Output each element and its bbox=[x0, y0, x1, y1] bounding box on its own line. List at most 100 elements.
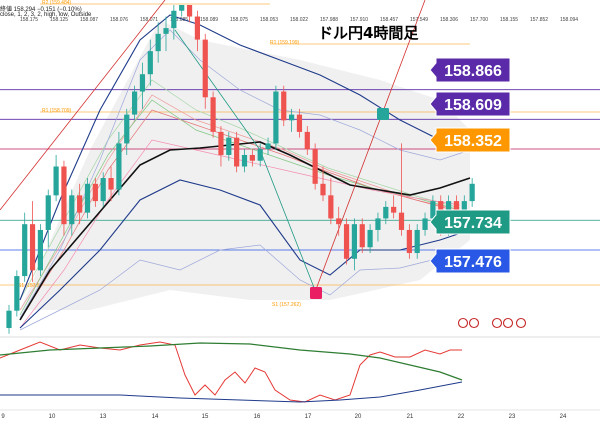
candle-body bbox=[351, 224, 357, 259]
pivot-s1-label: S1 (157.262) bbox=[272, 302, 301, 308]
candle-body bbox=[155, 33, 161, 52]
candle-body bbox=[430, 201, 436, 219]
price-tag-158866: 158.866 bbox=[429, 57, 511, 83]
x-axis-label-13: 13 bbox=[100, 414, 107, 420]
top-value-11: 157.910 bbox=[350, 17, 368, 23]
trendline-up-right bbox=[314, 0, 426, 293]
candle-body bbox=[218, 131, 224, 155]
price-tag-box bbox=[429, 209, 511, 235]
top-value-9: 158.022 bbox=[290, 17, 308, 23]
price-tag-157476: 157.476 bbox=[429, 248, 511, 274]
candle-body bbox=[249, 154, 255, 161]
price-tag-label: 158.609 bbox=[444, 97, 502, 114]
pivot-r1-label: R1 (158.709) bbox=[42, 108, 72, 114]
header-indicator-line: close, 1, 2, 3, 2, high, low, Outside bbox=[0, 12, 92, 18]
top-value-7: 158.075 bbox=[230, 17, 248, 23]
oscillator-red-line bbox=[0, 341, 462, 403]
candle-body bbox=[234, 137, 240, 167]
candle-body bbox=[132, 91, 138, 115]
candle-body bbox=[116, 143, 122, 190]
middle-moving-average-line bbox=[19, 141, 471, 321]
price-tag-box bbox=[429, 248, 511, 274]
moving-average-line-4 bbox=[19, 139, 461, 329]
candle-body bbox=[367, 229, 373, 248]
top-value-8: 158.053 bbox=[260, 17, 278, 23]
candle-body bbox=[45, 195, 51, 230]
candle-body bbox=[53, 166, 59, 196]
x-axis-label-9: 9 bbox=[1, 414, 5, 420]
candle-body bbox=[336, 218, 342, 225]
outer-lower-band-line bbox=[19, 244, 471, 331]
candle-body bbox=[296, 114, 303, 132]
price-tag-158352: 158.352 bbox=[429, 127, 511, 153]
event-flag-icon bbox=[502, 317, 514, 329]
top-value-12: 158.457 bbox=[380, 17, 398, 23]
candle-body bbox=[61, 166, 67, 225]
x-axis-label-20: 20 bbox=[355, 414, 362, 420]
lower-band-line bbox=[19, 179, 471, 329]
x-axis-label-17: 17 bbox=[305, 414, 312, 420]
candle-body bbox=[265, 143, 271, 150]
x-axis-label-15: 15 bbox=[202, 414, 209, 420]
price-tag-label: 157.734 bbox=[444, 215, 502, 232]
candle-body bbox=[210, 97, 216, 132]
candle-body bbox=[289, 114, 295, 121]
pivot-r2-label: R2 (159.484) bbox=[42, 0, 72, 6]
candle-body bbox=[14, 276, 20, 311]
candle-body bbox=[241, 154, 248, 167]
candle-body bbox=[29, 224, 36, 271]
oscillator-blue-line bbox=[0, 381, 463, 403]
price-tag-157734: 157.734 bbox=[429, 209, 511, 235]
candle-body bbox=[6, 310, 12, 328]
x-axis-label-24: 24 bbox=[560, 414, 567, 420]
candle-body bbox=[69, 195, 75, 225]
pivot-s1-left-label: S1 (157.5) bbox=[18, 283, 42, 289]
event-flag-icon bbox=[491, 317, 503, 329]
top-value-2: 158.087 bbox=[80, 17, 98, 23]
candle-body bbox=[320, 183, 326, 196]
top-value-5: 158.085 bbox=[170, 17, 188, 23]
candle-body bbox=[186, 5, 193, 17]
event-flag-icon bbox=[457, 317, 469, 329]
candle-body bbox=[147, 51, 153, 75]
price-tag-label: 157.476 bbox=[444, 254, 502, 271]
candle-body bbox=[108, 178, 114, 190]
x-axis-label-21: 21 bbox=[407, 414, 414, 420]
candle-body bbox=[414, 229, 420, 254]
top-value-15: 157.700 bbox=[470, 17, 488, 23]
trendline-up-left bbox=[0, 0, 166, 211]
event-flag-icon bbox=[468, 317, 480, 329]
top-value-10: 157.988 bbox=[320, 17, 338, 23]
candle-body bbox=[343, 224, 350, 259]
candle-body bbox=[226, 137, 232, 155]
x-axis-label-22: 22 bbox=[458, 414, 465, 420]
upper-band-line bbox=[19, 14, 471, 301]
candle-body bbox=[398, 212, 405, 230]
candle-body bbox=[194, 16, 200, 40]
chart-title: ドル円4時間足 bbox=[318, 24, 419, 42]
price-tag-box bbox=[429, 57, 511, 83]
candle-body bbox=[469, 183, 475, 202]
candle-body bbox=[359, 224, 365, 248]
top-value-0: 158.175 bbox=[20, 17, 38, 23]
top-value-16: 158.155 bbox=[500, 17, 518, 23]
candle-body bbox=[202, 39, 208, 98]
outer-upper-band-line bbox=[19, 29, 471, 319]
candle-body bbox=[304, 131, 310, 150]
candle-body bbox=[77, 195, 83, 213]
candle-body bbox=[171, 10, 177, 29]
price-tag-box bbox=[429, 91, 511, 117]
moving-average-line-2 bbox=[19, 79, 461, 301]
x-axis-label-16: 16 bbox=[254, 414, 261, 420]
candle-body bbox=[391, 206, 397, 213]
price-tag-box bbox=[429, 127, 511, 153]
candle-body bbox=[124, 114, 130, 144]
candle-body bbox=[312, 149, 318, 184]
candle-body bbox=[328, 195, 334, 219]
candle-body bbox=[273, 91, 279, 144]
candle-body bbox=[375, 218, 381, 230]
candle-body bbox=[406, 229, 412, 254]
candle-body bbox=[257, 149, 263, 161]
